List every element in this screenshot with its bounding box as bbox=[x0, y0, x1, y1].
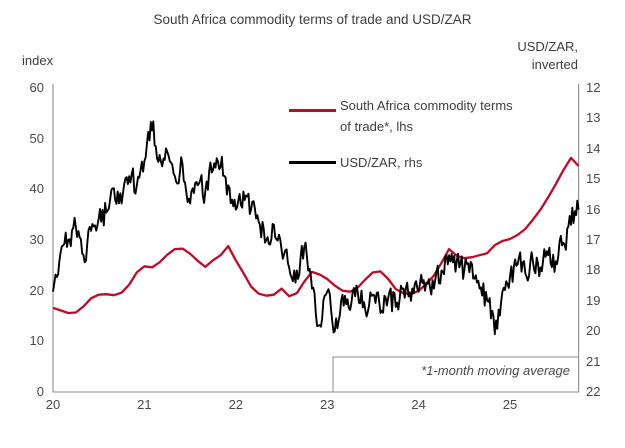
usdzar-line bbox=[52, 120, 580, 336]
left-axis-tick-label: 20 bbox=[29, 282, 44, 298]
left-axis-tick-label: 40 bbox=[29, 181, 44, 197]
x-axis-tick-label: 23 bbox=[319, 397, 335, 412]
right-axis-tick-label: 22 bbox=[586, 384, 601, 399]
right-axis-tick-label: 16 bbox=[586, 201, 601, 217]
commodity-tot-line bbox=[52, 156, 580, 315]
right-axis-tick-label: 19 bbox=[586, 292, 601, 308]
right-axis-tick-label: 15 bbox=[586, 171, 601, 187]
axis-frame bbox=[52, 84, 580, 393]
left-axis-tick-label: 10 bbox=[29, 333, 44, 349]
right-axis-tick-label: 13 bbox=[586, 110, 601, 126]
left-axis-tick-label: 50 bbox=[29, 130, 44, 146]
right-axis-tick-label: 17 bbox=[586, 232, 601, 247]
right-axis-tick-label: 18 bbox=[586, 262, 601, 278]
legend-swatch-usdzar bbox=[289, 161, 336, 164]
right-axis-tick-label: 20 bbox=[586, 323, 601, 339]
left-axis-tick-label: 30 bbox=[29, 232, 44, 247]
legend-label-usdzar: USD/ZAR, rhs bbox=[340, 155, 423, 170]
right-axis-label-line1: USD/ZAR, bbox=[517, 39, 578, 54]
left-axis-tick-label: 0 bbox=[36, 384, 44, 399]
right-axis-tick-label: 12 bbox=[586, 80, 601, 95]
right-axis-tick-label: 14 bbox=[586, 140, 601, 156]
chart-title: South Africa commodity terms of trade an… bbox=[153, 12, 472, 27]
legend-swatch-commodity-tot bbox=[289, 109, 336, 112]
right-axis-label-line2: inverted bbox=[531, 56, 578, 72]
x-axis-tick-label: 21 bbox=[137, 397, 152, 412]
right-axis-label: USD/ZAR, inverted bbox=[430, 38, 578, 73]
x-axis-tick-label: 20 bbox=[45, 397, 61, 412]
x-axis-tick-label: 25 bbox=[502, 397, 518, 412]
x-axis-tick-label: 22 bbox=[228, 397, 244, 412]
x-axis-tick-label: 24 bbox=[411, 397, 426, 412]
footnote-box bbox=[332, 356, 579, 392]
left-axis-tick-label: 60 bbox=[29, 80, 44, 95]
left-axis-label: index bbox=[22, 53, 54, 68]
footnote-moving-average: *1-month moving average bbox=[421, 363, 570, 378]
legend-label-commodity-tot: South Africa commodity terms of trade*, … bbox=[340, 98, 513, 134]
right-axis-tick-label: 21 bbox=[586, 353, 601, 369]
